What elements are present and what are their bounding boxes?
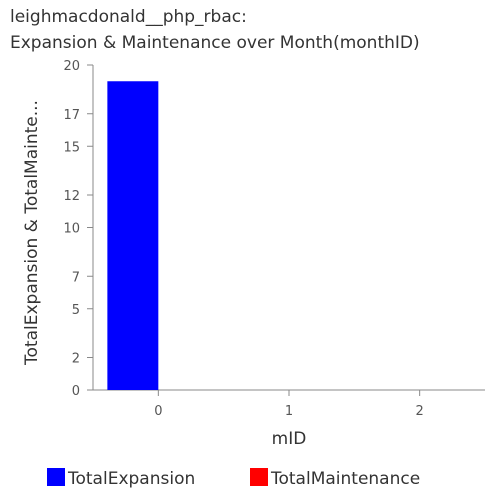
x-tick-label: 2 <box>416 404 424 419</box>
y-tick-label: 5 <box>72 303 80 318</box>
x-tick-label: 1 <box>285 404 293 419</box>
legend: TotalExpansion TotalMaintenance <box>47 468 420 489</box>
x-axis: 0 1 2 <box>93 389 485 419</box>
legend-swatch <box>47 468 65 486</box>
chart-title-line-2: Expansion & Maintenance over Month(month… <box>10 33 420 53</box>
y-tick-label: 20 <box>63 59 80 74</box>
legend-label: TotalExpansion <box>67 469 195 489</box>
bar-TotalExpansion-0 <box>107 81 159 390</box>
y-axis-title: TotalExpansion & TotalMainte... <box>22 100 42 366</box>
bars <box>107 81 159 390</box>
y-tick-label: 15 <box>63 140 80 155</box>
x-axis-title: mID <box>272 429 307 449</box>
y-tick-label: 2 <box>72 352 80 367</box>
legend-swatch <box>250 468 268 486</box>
y-tick-label: 7 <box>72 270 80 285</box>
y-tick-label: 0 <box>72 384 80 399</box>
legend-label: TotalMaintenance <box>270 469 420 489</box>
y-tick-label: 12 <box>63 189 80 204</box>
y-tick-label: 10 <box>63 222 80 237</box>
y-tick-label: 17 <box>63 108 80 123</box>
chart-title-line-1: leighmacdonald__php_rbac: <box>10 7 247 27</box>
x-tick-label: 0 <box>154 404 162 419</box>
y-axis: 0 2 5 7 10 12 15 17 20 <box>63 59 94 399</box>
